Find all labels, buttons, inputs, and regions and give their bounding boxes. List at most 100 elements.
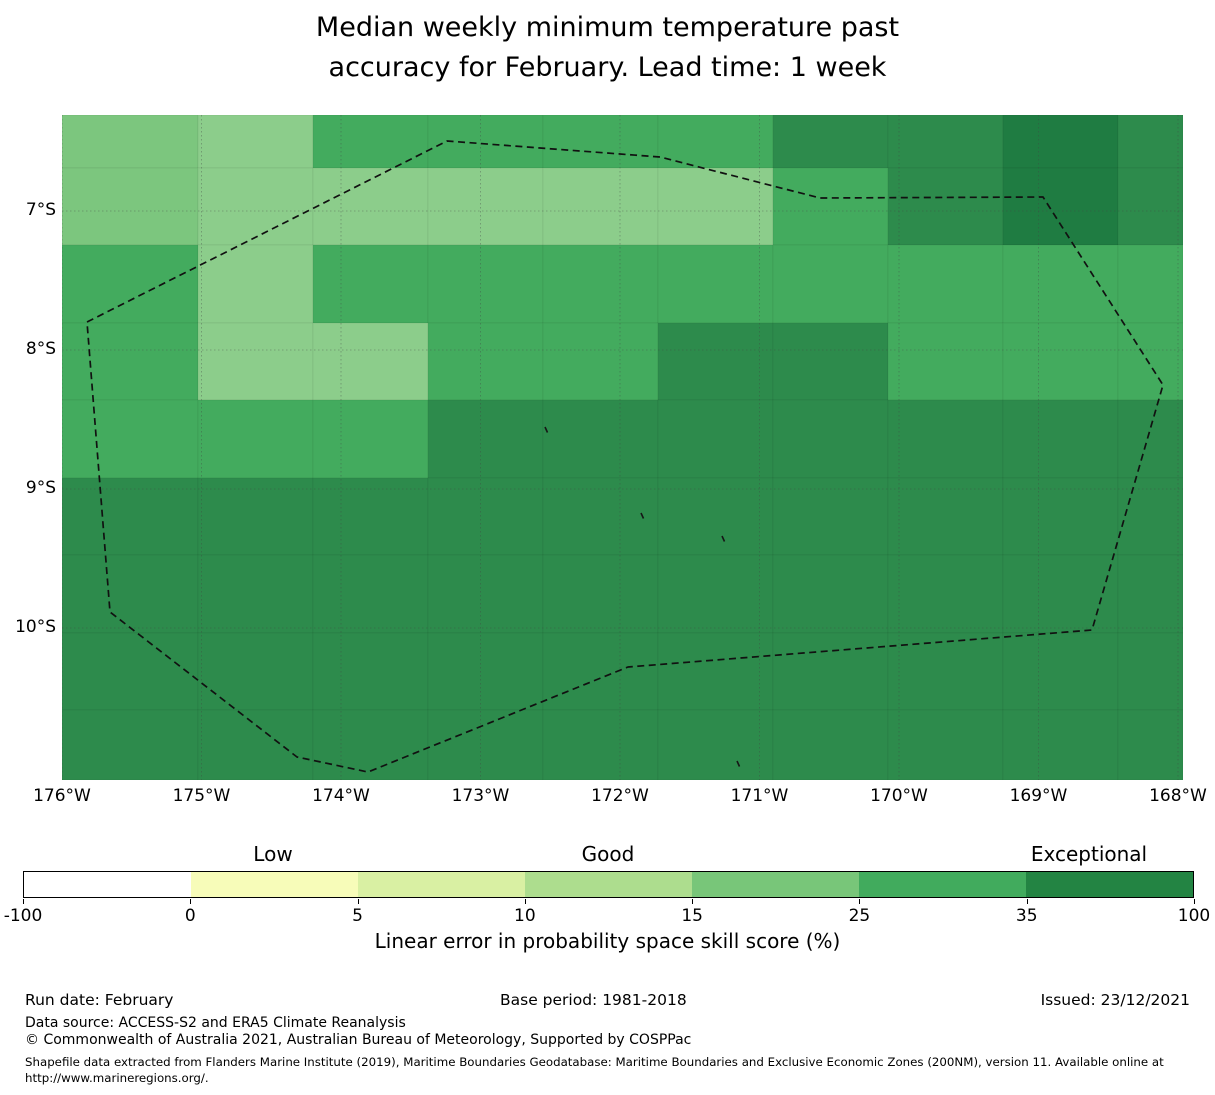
- map-cell: [1002, 554, 1119, 634]
- map-cell: [542, 399, 659, 479]
- map-cell: [197, 399, 314, 479]
- colorbar-segment: [1026, 872, 1193, 897]
- map-cell: [312, 244, 429, 324]
- map-cell: [62, 167, 199, 246]
- colorbar-segment: [525, 872, 692, 897]
- map-cell: [772, 554, 889, 634]
- colorbar-tick-label: 0: [184, 906, 196, 926]
- map-cell: [427, 244, 544, 324]
- island-mark: [640, 512, 645, 519]
- map-cell: [197, 632, 314, 711]
- map-cell: [312, 115, 429, 169]
- map-cell: [197, 709, 314, 780]
- map-cell: [312, 399, 429, 479]
- x-tick-label: 168°W: [1149, 786, 1207, 806]
- map-cell: [1117, 554, 1183, 634]
- map-cell: [1002, 167, 1119, 246]
- map-cell: [887, 115, 1004, 169]
- map-cell: [1117, 709, 1183, 780]
- map-cell: [887, 632, 1004, 711]
- map-cell: [772, 244, 889, 324]
- colorbar-tick-label: 100: [1177, 906, 1211, 926]
- map-cell: [197, 322, 314, 401]
- eez-boundary: [86, 140, 1164, 773]
- map-cell: [1117, 632, 1183, 711]
- map-cell: [312, 167, 429, 246]
- map-cell: [887, 554, 1004, 634]
- y-tick-label: 8°S: [25, 339, 56, 359]
- y-tick-label: 7°S: [25, 200, 56, 220]
- map-cell: [542, 115, 659, 169]
- map-cell: [312, 322, 429, 401]
- colorbar-caption: Linear error in probability space skill …: [374, 929, 841, 953]
- map-cell: [427, 322, 544, 401]
- map-cell: [1002, 709, 1119, 780]
- map-cell: [657, 244, 774, 324]
- colorbar-tick-label: 35: [1015, 906, 1038, 926]
- footer-copyright: © Commonwealth of Australia 2021, Austra…: [25, 1032, 692, 1048]
- footer-shapefile-line2: http://www.marineregions.org/.: [25, 1071, 209, 1085]
- map-cell: [1002, 399, 1119, 479]
- map-cell: [542, 477, 659, 556]
- map-cell: [427, 115, 544, 169]
- map-cell: [1117, 115, 1183, 169]
- colorbar-tick-label: 15: [681, 906, 703, 926]
- map-cell: [312, 477, 429, 556]
- colorbar-tick-mark: [190, 899, 192, 904]
- map-cell: [62, 709, 199, 780]
- map-cell: [772, 709, 889, 780]
- footer-base-period: Base period: 1981-2018: [500, 991, 687, 1009]
- footer-issued-date: Issued: 23/12/2021: [1040, 991, 1190, 1009]
- map-cell: [427, 709, 544, 780]
- map-cell: [197, 115, 314, 169]
- footer-shapefile-line1: Shapefile data extracted from Flanders M…: [25, 1055, 1164, 1069]
- map-cell: [657, 477, 774, 556]
- map-cell: [542, 244, 659, 324]
- map-cell: [197, 554, 314, 634]
- map-cell: [542, 554, 659, 634]
- colorbar-tick-label: 5: [352, 906, 363, 926]
- map-cell: [1002, 115, 1119, 169]
- map-cell: [427, 399, 544, 479]
- colorbar-tick-mark: [1194, 899, 1195, 904]
- map-cell: [62, 399, 199, 479]
- island-mark: [736, 760, 741, 767]
- map-cell: [542, 167, 659, 246]
- map-cell: [312, 709, 429, 780]
- map-cell: [657, 322, 774, 401]
- x-tick-label: 175°W: [172, 786, 231, 806]
- map-cell: [1117, 399, 1183, 479]
- colorbar-tick-label: 25: [848, 906, 871, 926]
- x-tick-label: 173°W: [451, 786, 510, 806]
- colorbar-tick-mark: [692, 899, 694, 904]
- figure-title-line2: accuracy for February. Lead time: 1 week: [328, 52, 887, 83]
- map-cell: [772, 399, 889, 479]
- map-cell: [1002, 477, 1119, 556]
- map-cell: [542, 322, 659, 401]
- x-tick-label: 172°W: [591, 786, 649, 806]
- colorbar-tick-mark: [859, 899, 861, 904]
- colorbar-tick-label: 10: [514, 906, 536, 926]
- map-cell: [657, 115, 774, 169]
- x-tick-label: 171°W: [730, 786, 789, 806]
- map-cell: [657, 399, 774, 479]
- skill-heatmap: [62, 115, 1183, 780]
- map-cell: [772, 115, 889, 169]
- map-cell: [1002, 244, 1119, 324]
- island-mark: [544, 426, 549, 433]
- x-tick-label: 174°W: [312, 786, 370, 806]
- figure-title: Median weekly minimum temperature past a…: [0, 8, 1215, 88]
- island-mark: [721, 535, 726, 542]
- map-cell: [62, 115, 199, 169]
- map-cell: [62, 322, 199, 401]
- map-cell: [62, 477, 199, 556]
- map-cell: [542, 632, 659, 711]
- colorbar-tick-label: -100: [3, 906, 43, 926]
- map-cell: [772, 322, 889, 401]
- map-cell: [657, 167, 774, 246]
- map-cell: [887, 477, 1004, 556]
- y-tick-label: 9°S: [25, 478, 56, 498]
- map-cell: [62, 554, 199, 634]
- colorbar-segment: [24, 872, 191, 897]
